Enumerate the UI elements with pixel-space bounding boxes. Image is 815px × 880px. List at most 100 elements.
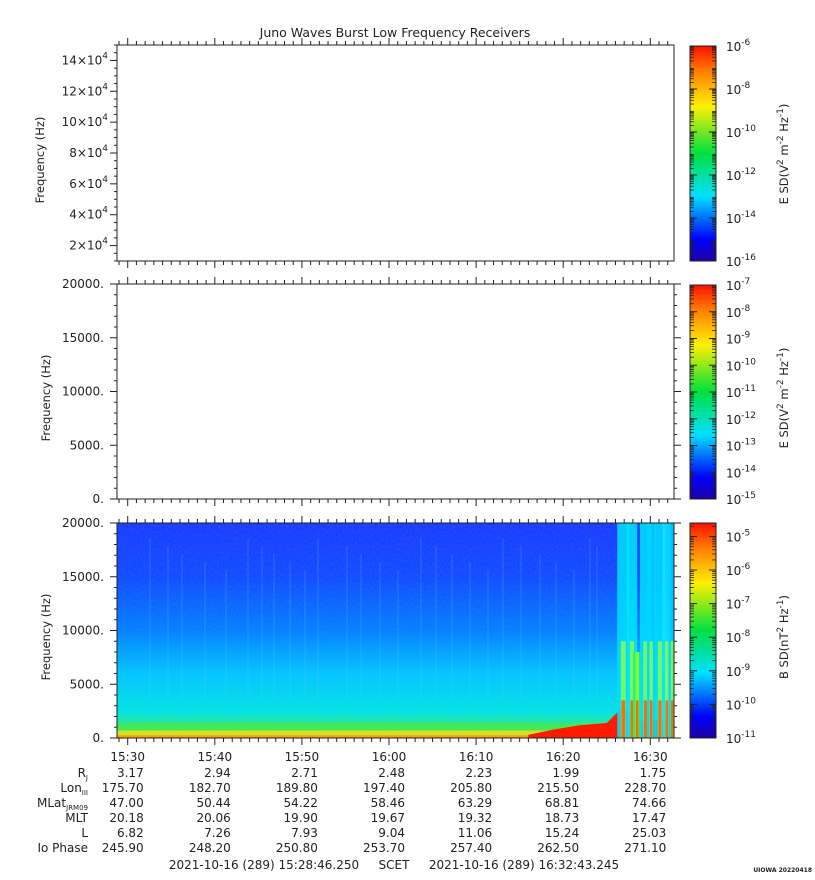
panel-1-x-ticks (118, 38, 669, 268)
ephemeris-value: 20.18 (109, 811, 143, 825)
colorbar-tick-label: 10-16 (726, 253, 756, 269)
colorbar-tick-label: 10-15 (726, 491, 756, 507)
burst-core (670, 641, 674, 738)
y-tick-label: 14×104 (62, 51, 109, 67)
panel-2-x-ticks (118, 277, 669, 506)
ephemeris-value: 215.50 (537, 781, 579, 795)
panel-2-y-ticks: 0. 5000. 10000. 15000. 20000. (62, 277, 681, 506)
ephemeris-value: 245.90 (102, 841, 144, 855)
colorbar-tick-label: 10-9 (726, 331, 751, 347)
panel-3-colorbar-label: B SD(nT2 Hz-1) (776, 595, 791, 679)
colorbar-tick-label: 10-11 (726, 730, 756, 746)
ephemeris-value: 228.70 (624, 781, 666, 795)
panel-3-spectrogram (117, 523, 674, 738)
ephemeris-value: 250.80 (276, 841, 318, 855)
colorbar-tick-label: 10-7 (726, 277, 750, 293)
colorbar-tick-label: 10-8 (726, 629, 751, 645)
burst-core (657, 641, 662, 738)
burst-core (643, 700, 648, 738)
y-tick-label: 20000. (62, 277, 104, 291)
burst-column (626, 523, 638, 738)
footer-scet: SCET (379, 858, 411, 872)
ephemeris-value: 2.94 (204, 766, 231, 780)
time-tick-label: 16:20 (546, 750, 581, 764)
burst-column (668, 523, 674, 738)
spectrogram-noise (117, 523, 674, 738)
y-tick-label: 10×104 (62, 113, 109, 129)
ephemeris-value: 248.20 (189, 841, 231, 855)
ephemeris-value: 19.90 (284, 811, 318, 825)
ephemeris-value: 47.00 (109, 796, 143, 810)
colorbar-tick-label: 10-12 (726, 167, 756, 183)
ephemeris-value: 262.50 (537, 841, 579, 855)
ephemeris-value: 20.06 (196, 811, 230, 825)
time-tick-label: 15:30 (110, 750, 145, 764)
ephemeris-value: 6.82 (117, 826, 144, 840)
low-frequency-band (117, 735, 674, 738)
ephemeris-value: 58.46 (371, 796, 405, 810)
colorbar-tick-label: 10-14 (726, 464, 756, 480)
ephemeris-value: 175.70 (102, 781, 144, 795)
panel-1-plot-area (116, 44, 675, 262)
ephemeris-value: 18.73 (545, 811, 579, 825)
colorbar-tick-label: 10-6 (726, 562, 751, 578)
ephemeris-value: 74.66 (632, 796, 666, 810)
ephemeris-value: 19.67 (371, 811, 405, 825)
ephemeris-value: 2.23 (465, 766, 492, 780)
ephemeris-value: 9.04 (378, 826, 405, 840)
ephemeris-value: 271.10 (624, 841, 666, 855)
panel-3-ylabel: Frequency (Hz) (39, 594, 53, 681)
colorbar-tick-label: 10-11 (726, 384, 756, 400)
burst-column (646, 523, 656, 738)
burst-core (665, 641, 669, 738)
ephemeris-value: 3.17 (117, 766, 144, 780)
burst-core (649, 700, 653, 738)
panel-1-colorbar (689, 45, 717, 262)
colorbar-tick-label: 10-8 (726, 304, 751, 320)
burst-core (621, 700, 626, 738)
ephemeris-value: 63.29 (458, 796, 492, 810)
panel-3: 0. 5000. 10000. 15000. 20000. Frequency (Hz)… (39, 516, 791, 746)
panel-2-ylabel: Frequency (Hz) (39, 355, 53, 442)
burst-core (620, 641, 626, 738)
ephemeris-row-label: LonIII (60, 781, 88, 797)
ephemeris-value: 1.99 (552, 766, 579, 780)
ephemeris-value: 50.44 (196, 796, 230, 810)
ephemeris-value: 182.70 (189, 781, 231, 795)
colorbar-tick-label: 10-7 (726, 596, 750, 612)
colorbar-tick-label: 10-12 (726, 411, 756, 427)
panel-1-colorbar-label: E SD(V2 m-2 Hz-1) (776, 104, 791, 205)
burst-column (654, 523, 666, 738)
time-tick-label: 16:00 (372, 750, 407, 764)
burst-core (629, 641, 635, 738)
ephemeris-row-label: Io Phase (37, 841, 88, 855)
panel-2-plot-area (116, 283, 675, 500)
burst-core (643, 641, 648, 738)
ephemeris-value: 15.24 (545, 826, 579, 840)
time-tick-label: 16:10 (459, 750, 494, 764)
y-tick-label: 15000. (62, 331, 104, 345)
y-tick-label: 12×104 (62, 82, 109, 98)
ephemeris-value: 19.32 (458, 811, 492, 825)
ephemeris-row-label: RJ (78, 766, 88, 782)
panel-1: 2×104 4×104 6×104 8×104 10×104 12×104 14×104 F… (33, 38, 791, 269)
burst-core (649, 641, 653, 738)
ephemeris-value: 25.03 (632, 826, 666, 840)
burst-column (617, 523, 630, 738)
y-tick-label: 10000. (62, 624, 104, 638)
ephemeris-value: 253.70 (363, 841, 405, 855)
colorbar-tick-label: 10-10 (726, 124, 756, 140)
burst-core (635, 652, 639, 738)
colorbar-tick-label: 10-6 (726, 38, 751, 54)
burst-core (658, 700, 662, 738)
ephemeris-value: 7.93 (291, 826, 318, 840)
ephemeris-table: RJ 3.17 2.94 2.71 2.48 2.23 1.99 1.75 LonIII 175.… (37, 766, 666, 855)
footer-credit: UIOWA 20220418 (753, 867, 812, 874)
burst-core (665, 700, 669, 738)
burst-core (630, 700, 634, 738)
ephemeris-value: 2.71 (291, 766, 318, 780)
ephemeris-value: 189.80 (276, 781, 318, 795)
time-axis-labels: 15:30 15:40 15:50 16:00 16:10 16:20 16:30 (110, 750, 667, 764)
time-tick-label: 15:40 (198, 750, 233, 764)
